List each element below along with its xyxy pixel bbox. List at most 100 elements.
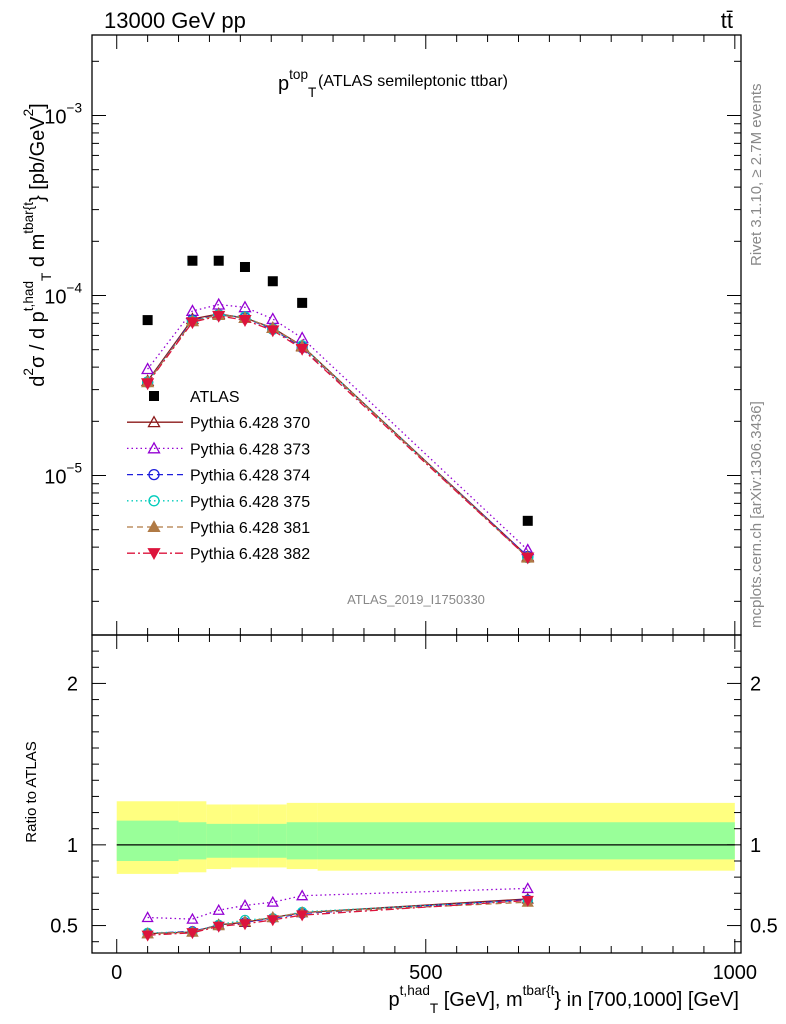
y-axis-label-part: σ / d p: [27, 311, 49, 368]
data-point: [213, 255, 224, 266]
ratio-y-tick-label: 2: [67, 673, 78, 695]
ratio-data-point: [521, 882, 534, 894]
y-tick-label-part: −4: [67, 280, 83, 295]
data-point: [187, 255, 198, 266]
ratio-data-point: [212, 921, 225, 933]
legend-label: ATLAS: [190, 389, 240, 406]
ratio-data-point: [296, 889, 309, 901]
y-axis-label-part: } [pb/GeV: [27, 116, 49, 202]
ratio-data-point: [141, 930, 154, 942]
data-point: [266, 325, 280, 338]
x-axis-label-part: T: [430, 1001, 438, 1016]
y-axis-label: d2σ / d pt,hadT d mtbar{t} [pb/GeV2]: [21, 103, 54, 386]
data-point: [238, 315, 252, 327]
y-tick-label-part: 10: [44, 106, 66, 128]
x-axis-label-part: [GeV], m: [438, 989, 522, 1011]
ratio-series-line: [147, 887, 528, 920]
legend-label: Pythia 6.428 373: [190, 441, 310, 458]
ratio-data-point: [296, 910, 309, 922]
chart-title-tail: (ATLAS semileptonic ttbar): [318, 73, 508, 90]
ratio-data-point: [238, 899, 252, 911]
legend-marker: [148, 468, 160, 481]
x-axis-label-part: } in [700,1000] [GeV]: [554, 989, 739, 1011]
ratio-data-point: [266, 915, 279, 927]
ratio-data-point: [186, 912, 199, 924]
ratio-y-tick-label: 0.5: [50, 916, 78, 938]
legend-marker: [148, 495, 160, 507]
data-point: [142, 315, 153, 326]
x-axis-label-part: p: [389, 989, 400, 1011]
chart-title-part: T: [308, 85, 316, 100]
source-label: mcplots.cern.ch [arXiv:1306.3436]: [748, 401, 765, 628]
data-point: [141, 362, 155, 375]
process-label: tt̄: [721, 8, 733, 33]
chart-title-part: p: [278, 73, 289, 95]
ratio-data-point: [238, 919, 252, 931]
chart-title-part: top: [289, 67, 308, 82]
y-axis-label-part: tbar{t: [21, 202, 36, 234]
y-axis-label-part: ]: [27, 103, 49, 109]
series-atlas: [142, 255, 533, 526]
uncertainty-band-inner: [286, 822, 318, 860]
ratio-data-point: [186, 928, 199, 940]
y-tick-label: 10−5: [44, 461, 82, 489]
legend-label: Pythia 6.428 370: [190, 415, 310, 432]
y-tick-label: 10−4: [44, 280, 82, 308]
ratio-data-point: [212, 903, 225, 915]
data-point: [212, 310, 226, 323]
y-axis-label-part: 2: [21, 368, 36, 376]
y-tick-label-part: 10: [44, 467, 66, 489]
y-axis-label-part: 2: [21, 109, 36, 117]
ratio-plot-panel: 0.5 0.5 1 1 2 2 0 500 1000 Ratio to ATLAS pt,hadT …: [23, 635, 778, 1016]
ratio-y-tick-label: 1: [67, 835, 78, 857]
ratio-y-tick-label-right: 1: [750, 835, 761, 857]
series-line: [147, 303, 529, 551]
legend-marker: [147, 441, 161, 454]
uncertainty-band-inner: [317, 822, 735, 860]
y-tick-label-part: −5: [67, 461, 83, 476]
y-tick-label-part: 10: [44, 286, 66, 308]
ratio-y-tick-label-right: 0.5: [750, 916, 778, 938]
y-axis-label-part: t,had: [21, 281, 36, 311]
data-point: [295, 343, 309, 356]
legend: ATLAS Pythia 6.428 370 Pythia 6.428 373 Pyt…: [127, 389, 310, 563]
data-point: [522, 515, 533, 526]
legend-marker: [149, 391, 159, 401]
data-point: [521, 552, 535, 565]
chart-title: ptopT: [278, 67, 316, 100]
data-point: [141, 378, 155, 391]
rivet-label: Rivet 3.1.10, ≥ 2.7M events: [748, 84, 765, 267]
x-axis-label-part: t,had: [400, 983, 430, 998]
energy-label: 13000 GeV pp: [104, 8, 246, 33]
ratio-y-tick-label-right: 2: [750, 673, 761, 695]
legend-marker: [147, 415, 161, 428]
uncertainty-band-inner: [116, 820, 179, 861]
legend-label: Pythia 6.428 375: [190, 494, 310, 511]
ratio-series-pythia-6-428-373: [141, 882, 534, 924]
x-axis-label: pt,hadT [GeV], mtbar{t} in [700,1000] [G…: [389, 983, 739, 1016]
x-tick-label: 500: [409, 962, 442, 984]
legend-label: Pythia 6.428 381: [190, 520, 310, 537]
main-frame: [91, 34, 742, 636]
x-tick-label: 1000: [713, 962, 758, 984]
watermark: ATLAS_2019_I1750330: [347, 592, 485, 607]
ratio-series-line: [147, 899, 528, 936]
legend-label: Pythia 6.428 374: [190, 468, 310, 485]
data-point: [297, 297, 308, 308]
y-axis-label-part: d: [27, 376, 49, 387]
y-tick-label-part: −3: [67, 100, 83, 115]
series-pythia-6-428-382: [141, 310, 535, 565]
y-axis-label-part: T: [39, 273, 54, 281]
ratio-y-axis-label: Ratio to ATLAS: [23, 741, 40, 842]
ratio-frame: [91, 634, 742, 954]
ratio-data-point: [266, 895, 279, 907]
data-point: [185, 317, 200, 330]
y-tick-label: 10−3: [44, 100, 82, 128]
uncertainty-band-inner: [231, 823, 259, 858]
ratio-data-point: [141, 911, 154, 923]
x-axis-label-part: tbar{t: [523, 983, 555, 998]
x-tick-label: 0: [111, 962, 122, 984]
uncertainty-band-inner: [258, 823, 287, 858]
